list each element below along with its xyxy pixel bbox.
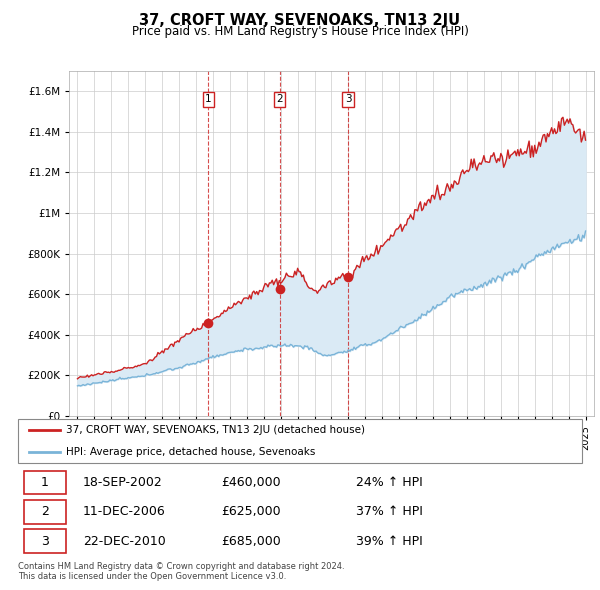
Text: HPI: Average price, detached house, Sevenoaks: HPI: Average price, detached house, Seve… [66,447,316,457]
FancyBboxPatch shape [23,471,66,494]
Text: £460,000: £460,000 [221,476,281,489]
Text: 3: 3 [41,535,49,548]
FancyBboxPatch shape [18,419,582,463]
Text: £685,000: £685,000 [221,535,281,548]
Text: 37, CROFT WAY, SEVENOAKS, TN13 2JU (detached house): 37, CROFT WAY, SEVENOAKS, TN13 2JU (deta… [66,425,365,435]
Text: 2: 2 [277,94,283,104]
Text: 37% ↑ HPI: 37% ↑ HPI [356,505,423,519]
FancyBboxPatch shape [23,529,66,553]
Text: 11-DEC-2006: 11-DEC-2006 [83,505,166,519]
Text: This data is licensed under the Open Government Licence v3.0.: This data is licensed under the Open Gov… [18,572,286,581]
Text: 37, CROFT WAY, SEVENOAKS, TN13 2JU: 37, CROFT WAY, SEVENOAKS, TN13 2JU [139,13,461,28]
Text: £625,000: £625,000 [221,505,281,519]
Text: Contains HM Land Registry data © Crown copyright and database right 2024.: Contains HM Land Registry data © Crown c… [18,562,344,571]
Text: 3: 3 [345,94,352,104]
Text: 24% ↑ HPI: 24% ↑ HPI [356,476,423,489]
Text: 39% ↑ HPI: 39% ↑ HPI [356,535,423,548]
Text: 2: 2 [41,505,49,519]
FancyBboxPatch shape [23,500,66,524]
Text: 18-SEP-2002: 18-SEP-2002 [83,476,163,489]
Text: 1: 1 [41,476,49,489]
Text: 1: 1 [205,94,212,104]
Text: Price paid vs. HM Land Registry's House Price Index (HPI): Price paid vs. HM Land Registry's House … [131,25,469,38]
Text: 22-DEC-2010: 22-DEC-2010 [83,535,166,548]
